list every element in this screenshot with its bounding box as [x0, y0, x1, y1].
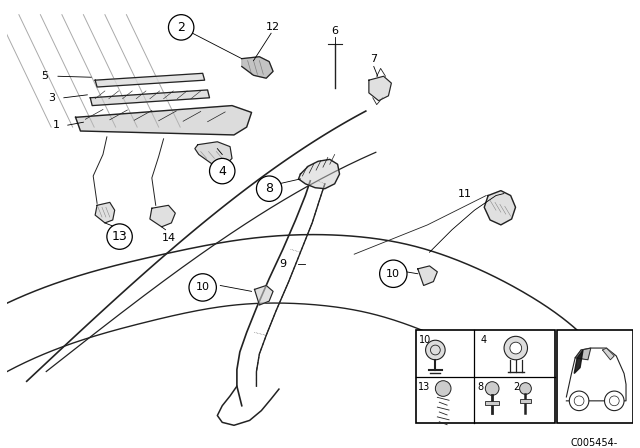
Polygon shape — [575, 348, 591, 360]
Polygon shape — [95, 73, 205, 87]
Text: 13: 13 — [418, 382, 430, 392]
Text: 5: 5 — [41, 71, 48, 81]
Polygon shape — [242, 57, 273, 78]
Polygon shape — [298, 159, 340, 189]
Circle shape — [107, 224, 132, 249]
Text: 2: 2 — [513, 382, 519, 392]
Polygon shape — [195, 142, 232, 166]
Text: 7: 7 — [370, 54, 378, 64]
Text: C005454-: C005454- — [570, 438, 618, 448]
Circle shape — [189, 274, 216, 301]
Bar — [520, 399, 531, 403]
Text: 10: 10 — [196, 282, 210, 293]
Text: 2: 2 — [177, 21, 185, 34]
Circle shape — [209, 159, 235, 184]
Circle shape — [520, 383, 531, 394]
Text: 9: 9 — [279, 259, 287, 269]
Circle shape — [435, 381, 451, 396]
Polygon shape — [150, 205, 175, 227]
Text: 1: 1 — [52, 120, 60, 130]
Bar — [416, 331, 555, 423]
Polygon shape — [255, 285, 273, 305]
Polygon shape — [418, 266, 437, 285]
Circle shape — [168, 15, 194, 40]
Circle shape — [485, 382, 499, 396]
Text: 4: 4 — [218, 164, 226, 177]
Polygon shape — [95, 202, 115, 223]
Circle shape — [257, 176, 282, 202]
Text: 4: 4 — [480, 336, 486, 345]
Polygon shape — [90, 90, 209, 106]
Text: 6: 6 — [331, 26, 338, 36]
Circle shape — [426, 340, 445, 360]
Circle shape — [380, 260, 407, 288]
Text: 11: 11 — [458, 189, 472, 198]
Polygon shape — [369, 76, 392, 101]
Circle shape — [570, 391, 589, 411]
Text: 3: 3 — [49, 93, 56, 103]
Polygon shape — [76, 106, 252, 135]
Polygon shape — [602, 348, 614, 360]
Polygon shape — [574, 350, 583, 374]
Text: 14: 14 — [161, 233, 175, 242]
Bar — [557, 331, 633, 423]
Polygon shape — [484, 191, 516, 225]
Text: 12: 12 — [266, 22, 280, 32]
Text: 8: 8 — [477, 382, 483, 392]
Text: 10: 10 — [387, 269, 401, 279]
Text: 8: 8 — [265, 182, 273, 195]
Circle shape — [510, 342, 522, 354]
Text: 13: 13 — [112, 230, 127, 243]
Circle shape — [605, 391, 624, 411]
Text: 10: 10 — [419, 336, 431, 345]
Bar — [485, 401, 499, 405]
Circle shape — [504, 336, 527, 360]
